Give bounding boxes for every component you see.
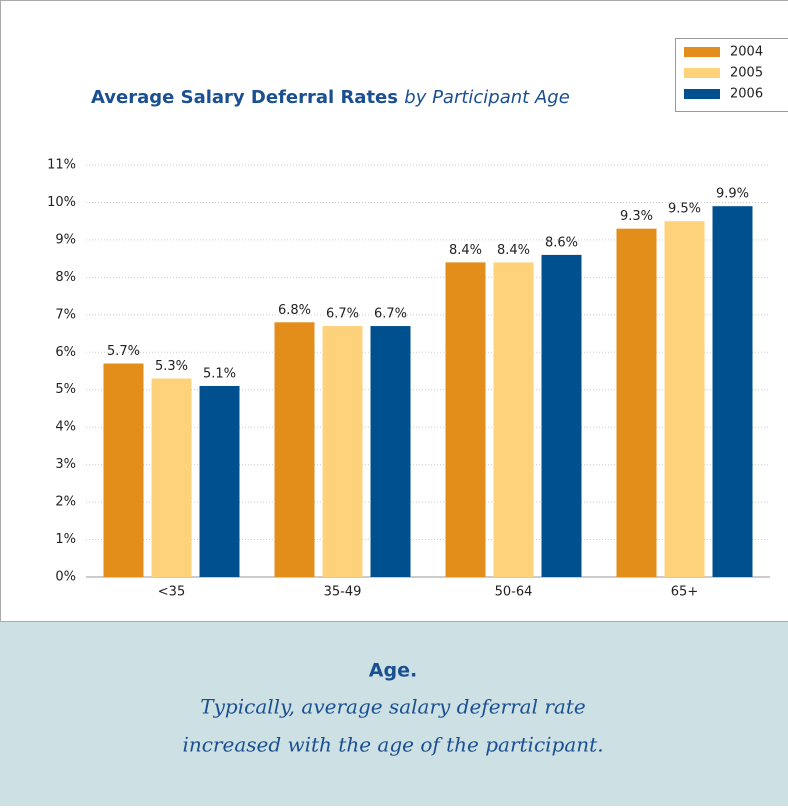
data-label: 9.3%	[620, 209, 653, 224]
data-label: 8.6%	[545, 235, 578, 250]
chart-title: Average Salary Deferral Rates by Partici…	[91, 87, 570, 108]
bar	[152, 378, 192, 577]
data-label: 5.3%	[155, 359, 188, 374]
y-tick-label: 2%	[55, 495, 76, 510]
y-tick-label: 9%	[55, 232, 76, 247]
bar	[665, 221, 705, 577]
bar	[323, 326, 363, 577]
caption-line: Typically, average salary deferral rate	[200, 695, 585, 719]
bar	[275, 322, 315, 577]
bar	[200, 386, 240, 577]
legend-swatch	[684, 47, 720, 57]
data-label: 6.8%	[278, 303, 311, 318]
y-tick-label: 0%	[55, 570, 76, 585]
data-label: 6.7%	[374, 307, 407, 322]
bar	[446, 262, 486, 577]
bar	[713, 206, 753, 577]
x-tick-label: 50-64	[495, 585, 533, 600]
y-tick-label: 11%	[47, 158, 76, 173]
y-tick-label: 3%	[55, 457, 76, 472]
y-tick-label: 8%	[55, 270, 76, 285]
legend-label: 2005	[730, 66, 763, 81]
y-tick-label: 5%	[55, 382, 76, 397]
y-tick-label: 7%	[55, 307, 76, 322]
y-tick-label: 10%	[47, 195, 76, 210]
data-label: 8.4%	[497, 243, 530, 258]
data-label: 6.7%	[326, 307, 359, 322]
subtitle-text: by Participant Age	[404, 87, 570, 108]
data-label: 9.5%	[668, 202, 701, 217]
data-label: 5.1%	[203, 366, 236, 381]
y-tick-label: 6%	[55, 345, 76, 360]
x-tick-label: <35	[158, 585, 185, 600]
bar	[542, 255, 582, 577]
caption-line: increased with the age of the participan…	[182, 733, 603, 757]
bar	[104, 364, 144, 577]
data-label: 8.4%	[449, 243, 482, 258]
y-tick-label: 4%	[55, 420, 76, 435]
caption-heading: Age.	[369, 660, 417, 682]
bar	[494, 262, 534, 577]
y-tick-label: 1%	[55, 532, 76, 547]
legend-swatch	[684, 68, 720, 78]
title-text: Average Salary Deferral Rates	[91, 87, 398, 108]
bar	[371, 326, 411, 577]
legend-label: 2006	[730, 87, 763, 102]
bar	[617, 229, 657, 577]
legend-swatch	[684, 89, 720, 99]
data-label: 9.9%	[716, 187, 749, 202]
legend-label: 2004	[730, 45, 763, 60]
x-tick-label: 35-49	[324, 585, 362, 600]
data-label: 5.7%	[107, 344, 140, 359]
x-tick-label: 65+	[671, 585, 698, 600]
